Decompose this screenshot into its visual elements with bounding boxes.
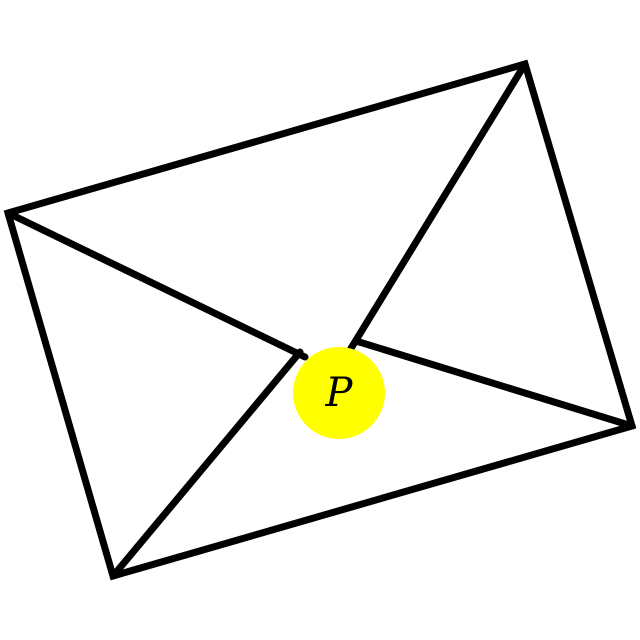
line-top-right-to-center [346, 60, 529, 354]
line-left-to-center [4, 209, 309, 361]
outer-quadrilateral [3, 59, 637, 581]
line-right-to-center [352, 337, 636, 430]
center-node [293, 347, 385, 439]
center-label: P [325, 370, 354, 416]
line-bottom-left-to-center [109, 348, 304, 580]
